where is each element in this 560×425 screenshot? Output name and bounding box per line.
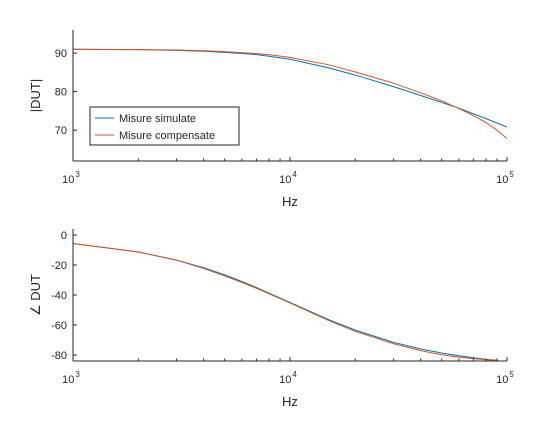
legend-box <box>89 106 240 146</box>
legend-label: Misure compensate <box>119 130 215 142</box>
y-axis-label: ∠ DUT <box>28 274 43 316</box>
y-tick-label: -40 <box>51 290 67 302</box>
x-axis-label: Hz <box>282 194 298 209</box>
y-tick-label: -60 <box>51 320 67 332</box>
y-tick-label: -20 <box>51 260 67 272</box>
subplot-2: 0 -20 -40 -60 -80 103 104 105 Hz ∠ DUT <box>28 229 514 409</box>
legend: Misure simulate Misure compensate <box>89 106 240 146</box>
x-tick-label: 104 <box>279 370 297 386</box>
series-line-simulate <box>73 243 498 361</box>
legend-label: Misure simulate <box>119 113 196 125</box>
x-tick-label: 103 <box>62 170 80 186</box>
x-axis-label: Hz <box>282 394 298 409</box>
x-tick-label: 105 <box>496 170 514 186</box>
series-line-compensate <box>73 48 507 140</box>
x-tick-label: 105 <box>496 370 514 386</box>
y-tick-label: 0 <box>61 230 67 242</box>
series-line-compensate <box>73 243 498 361</box>
y-axis-label: |DUT| <box>28 79 43 112</box>
x-tick-label: 104 <box>279 170 297 186</box>
y-tick-label: 70 <box>55 125 67 137</box>
x-tick-label: 103 <box>62 370 80 386</box>
y-tick-label: 90 <box>55 48 67 60</box>
y-tick-label: 80 <box>55 87 67 99</box>
y-tick-label: -80 <box>51 350 67 362</box>
